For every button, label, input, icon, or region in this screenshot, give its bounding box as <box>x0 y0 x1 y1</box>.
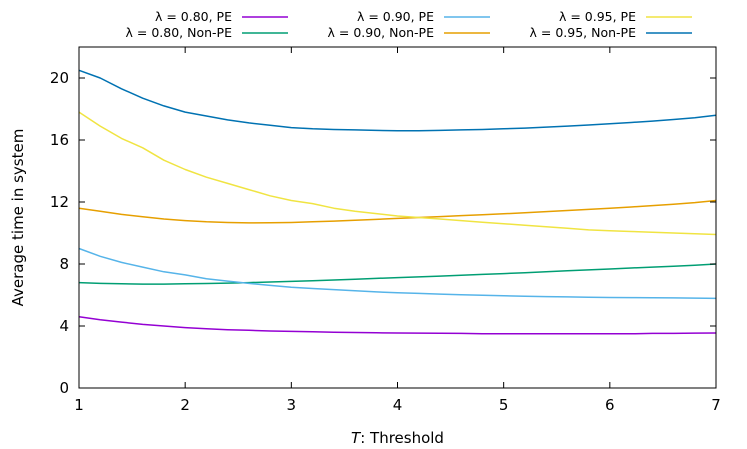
series-line-3 <box>78 199 717 224</box>
legend-label: λ = 0.95, Non-PE <box>530 25 637 40</box>
legend: λ = 0.80, PEλ = 0.80, Non-PE λ = 0.90, PE… <box>126 9 692 40</box>
x-tick-label: 2 <box>180 396 190 414</box>
y-axis-label: Average time in system <box>9 129 27 307</box>
y-tick-label: 20 <box>50 69 69 87</box>
y-tick-label: 0 <box>59 379 69 397</box>
plot-frame <box>78 46 717 389</box>
series-lines <box>78 69 717 335</box>
x-axis-label: T: Threshold <box>351 429 444 447</box>
x-axis-label-text: : Threshold <box>360 429 444 447</box>
legend-label: λ = 0.80, PE <box>155 9 232 24</box>
x-tick-label: 3 <box>287 396 297 414</box>
x-tick-label: 5 <box>499 396 509 414</box>
series-line-1 <box>78 263 717 285</box>
y-tick-label: 12 <box>50 193 69 211</box>
y-tick-label: 16 <box>50 131 69 149</box>
series-line-0 <box>78 315 717 335</box>
series-line-4 <box>78 111 717 236</box>
legend-label: λ = 0.90, PE <box>357 9 434 24</box>
legend-label: λ = 0.90, Non-PE <box>328 25 435 40</box>
legend-label: λ = 0.95, PE <box>559 9 636 24</box>
y-tick-label: 8 <box>59 255 69 273</box>
x-tick-label: 4 <box>393 396 403 414</box>
x-tick-label: 7 <box>711 396 721 414</box>
series-line-5 <box>78 69 717 132</box>
legend-label: λ = 0.80, Non-PE <box>126 25 233 40</box>
x-tick-label: 1 <box>74 396 84 414</box>
series-line-2 <box>78 247 717 300</box>
y-tick-label: 4 <box>59 317 69 335</box>
x-axis-label-var: T <box>351 429 362 447</box>
x-tick-label: 6 <box>605 396 615 414</box>
